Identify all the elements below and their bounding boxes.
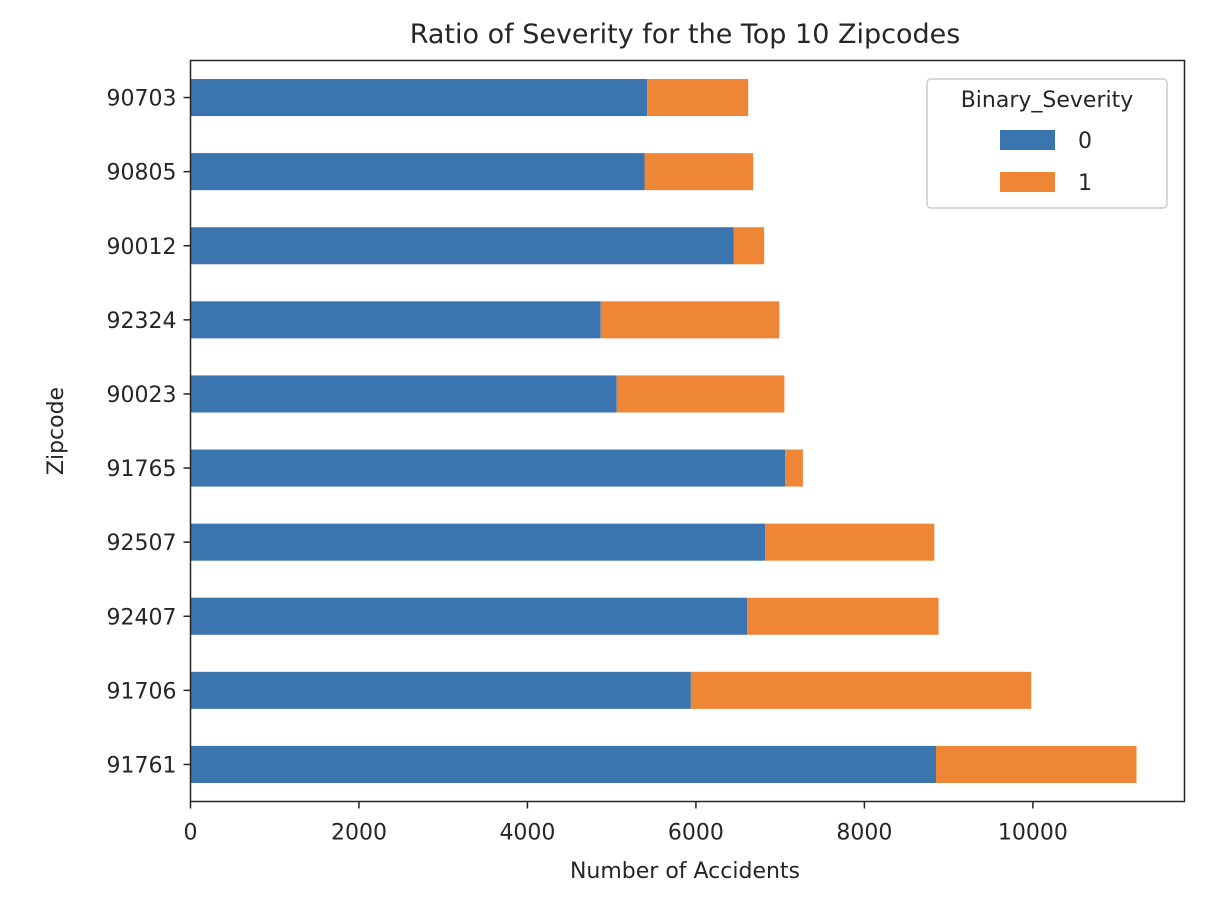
x-tick-label: 8000: [836, 821, 892, 846]
bar-90805-severity-0: [190, 153, 645, 191]
bar-92507-severity-0: [190, 523, 765, 561]
legend-swatch-1: [1000, 172, 1055, 192]
bar-90012-severity-0: [190, 227, 734, 265]
bar-91706-severity-1: [690, 671, 1032, 709]
y-tick-label: 90805: [107, 161, 177, 186]
y-tick-label: 91761: [107, 753, 177, 778]
bar-90703-severity-1: [647, 79, 749, 117]
bar-91706-severity-0: [190, 671, 691, 709]
bar-92324-severity-0: [190, 301, 601, 339]
bar-92407-severity-1: [747, 597, 939, 635]
y-axis-label: Zipcode: [44, 387, 69, 475]
legend-label-1: 1: [1078, 171, 1092, 196]
bar-92324-severity-1: [600, 301, 780, 339]
y-tick-label: 90703: [107, 87, 177, 112]
y-tick-label: 92507: [107, 531, 177, 556]
legend-items: 01: [1000, 129, 1092, 196]
bar-90023-severity-0: [190, 375, 617, 413]
x-axis-label: Number of Accidents: [570, 859, 800, 884]
legend-swatch-0: [1000, 130, 1055, 150]
legend-title: Binary_Severity: [961, 88, 1134, 113]
y-tick-label: 92324: [107, 309, 177, 334]
legend[interactable]: Binary_Severity 01: [926, 78, 1168, 209]
bar-91765-severity-0: [190, 449, 786, 487]
bar-92407-severity-0: [190, 597, 748, 635]
bar-90023-severity-1: [616, 375, 785, 413]
plot-frame: [189, 59, 1186, 803]
bar-91761-severity-0: [190, 745, 936, 783]
bar-90805-severity-1: [644, 153, 754, 191]
bar-91765-severity-1: [785, 449, 803, 487]
bar-92507-severity-1: [764, 523, 935, 561]
bar-90703-severity-0: [190, 79, 648, 117]
legend-label-0: 0: [1078, 129, 1092, 154]
y-tick-label: 92407: [107, 605, 177, 630]
chart-title: Ratio of Severity for the Top 10 Zipcode…: [410, 19, 961, 50]
x-tick-label: 4000: [499, 821, 555, 846]
y-tick-label: 91706: [107, 679, 177, 704]
bars-group: [190, 79, 1137, 783]
bar-90012-severity-1: [733, 227, 765, 265]
x-tick-label: 6000: [668, 821, 724, 846]
y-tick-label: 91765: [107, 457, 177, 482]
x-axis-ticks: 0 2000 4000 6000 8000 10000: [184, 801, 1068, 846]
x-tick-label: 2000: [331, 821, 387, 846]
x-tick-label: 10000: [998, 821, 1068, 846]
y-tick-label: 90012: [107, 235, 177, 260]
y-axis-ticks: 91761 91706 92407 92507 91765 90023 92324 90012…: [107, 87, 191, 778]
x-tick-label: 0: [184, 821, 198, 846]
y-tick-label: 90023: [107, 383, 177, 408]
bar-91761-severity-1: [936, 745, 1137, 783]
